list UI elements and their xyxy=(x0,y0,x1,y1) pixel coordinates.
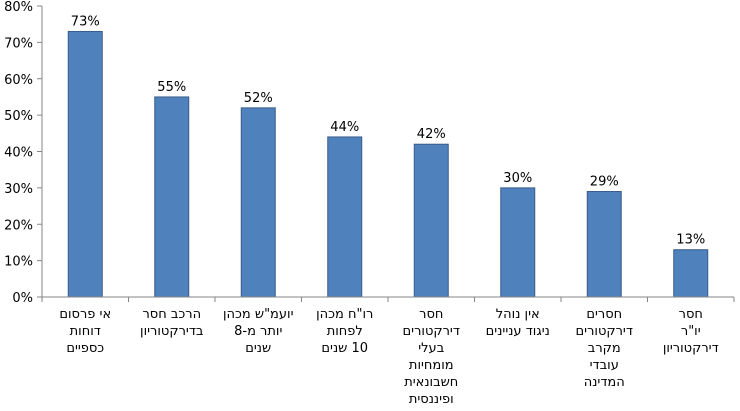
x-tick-label-line: ופיננסית xyxy=(408,392,454,407)
data-label: 30% xyxy=(503,171,532,186)
bar xyxy=(327,136,363,298)
x-tick-label-line: מומחיות xyxy=(408,358,454,373)
data-label: 44% xyxy=(330,120,359,135)
bar xyxy=(413,143,449,298)
bar xyxy=(67,30,103,298)
x-tick-label: חסר דירקטורים בעלי מומחיות חשבונאית ופיננסית xyxy=(390,306,472,408)
x-tick-label-line: מקרב xyxy=(587,341,621,356)
data-label: 73% xyxy=(71,14,100,29)
data-label: 13% xyxy=(676,233,705,248)
y-tick-label: 10% xyxy=(4,255,33,270)
x-tick-label: רו"ח מכהן לפחות 10 שנים xyxy=(304,306,386,357)
x-tick-label-line: דירקטורים xyxy=(402,324,460,339)
x-tick-label-line: ניגוד עניינים xyxy=(485,324,550,339)
x-tick-label-line: לפחות xyxy=(326,324,363,339)
x-tick-label-line: יועמ"ש מכהן xyxy=(223,307,294,322)
x-tick-label-line: הרכב חסר xyxy=(142,307,202,322)
x-tick-label-line: 10 שנים xyxy=(321,341,369,356)
x-tick-label-line: חסר xyxy=(678,307,703,322)
x-tick-label-line: המדינה xyxy=(583,375,625,390)
y-tick-label: 0% xyxy=(12,291,33,306)
x-tick-label: חסר יו"ר דירקטוריון xyxy=(650,306,732,357)
x-tick-label: חסרים דירקטורים מקרב עובדי המדינה xyxy=(563,306,645,391)
bar xyxy=(673,249,709,298)
y-tick-label: 50% xyxy=(4,109,33,124)
x-tick-label: יועמ"ש מכהן יותר מ-8 שנים xyxy=(217,306,299,357)
bar xyxy=(154,96,190,298)
data-labels: 73% 55% 52% 44% 42% 30% 29% 13% xyxy=(71,14,705,247)
data-label: 52% xyxy=(244,91,273,106)
y-tick-label: 80% xyxy=(4,0,33,15)
x-tick-label-line: אין נוהל xyxy=(495,307,540,322)
data-label: 29% xyxy=(590,175,619,190)
y-tick-label: 20% xyxy=(4,218,33,233)
x-tick-label-line: חסרים xyxy=(586,307,623,322)
x-tick-label-line: חסר xyxy=(419,307,444,322)
x-tick-label: אי פרסום דוחות כספיים xyxy=(44,306,126,357)
y-tick-label: 60% xyxy=(4,73,33,88)
x-tick-label-line: אי פרסום xyxy=(59,307,112,322)
x-tick-label-line: בעלי xyxy=(418,341,445,356)
x-tick-label: אין נוהל ניגוד עניינים xyxy=(477,306,559,340)
y-tick-label: 70% xyxy=(4,36,33,51)
x-tick-label-line: שנים xyxy=(245,341,272,356)
bar xyxy=(586,191,622,298)
x-tick-label-line: רו"ח מכהן xyxy=(316,307,374,322)
y-tick-label: 30% xyxy=(4,182,33,197)
x-tick-label: הרכב חסר בדירקטוריון xyxy=(131,306,213,340)
x-tick-label-line: כספיים xyxy=(66,341,105,356)
bar xyxy=(500,187,536,298)
x-tick-label-line: דירקטוריון xyxy=(662,341,719,356)
x-tick-label-line: בדירקטוריון xyxy=(140,324,204,339)
y-tick-label: 40% xyxy=(4,146,33,161)
x-tick-label-line: יו"ר xyxy=(680,324,701,339)
x-tick-label-line: חשבונאית xyxy=(404,375,459,390)
x-tick-label-line: יותר מ-8 xyxy=(234,324,283,339)
bar xyxy=(240,107,276,298)
axes xyxy=(41,6,735,302)
x-tick-label-line: דירקטורים xyxy=(575,324,633,339)
data-label: 55% xyxy=(157,80,186,95)
x-tick-label-line: עובדי xyxy=(589,358,619,373)
x-tick-label-line: דוחות xyxy=(69,324,101,339)
y-axis: 0% 10% 20% 30% 40% 50% 60% 70% 80% xyxy=(4,0,42,306)
data-label: 42% xyxy=(417,127,446,142)
bars xyxy=(67,30,709,298)
